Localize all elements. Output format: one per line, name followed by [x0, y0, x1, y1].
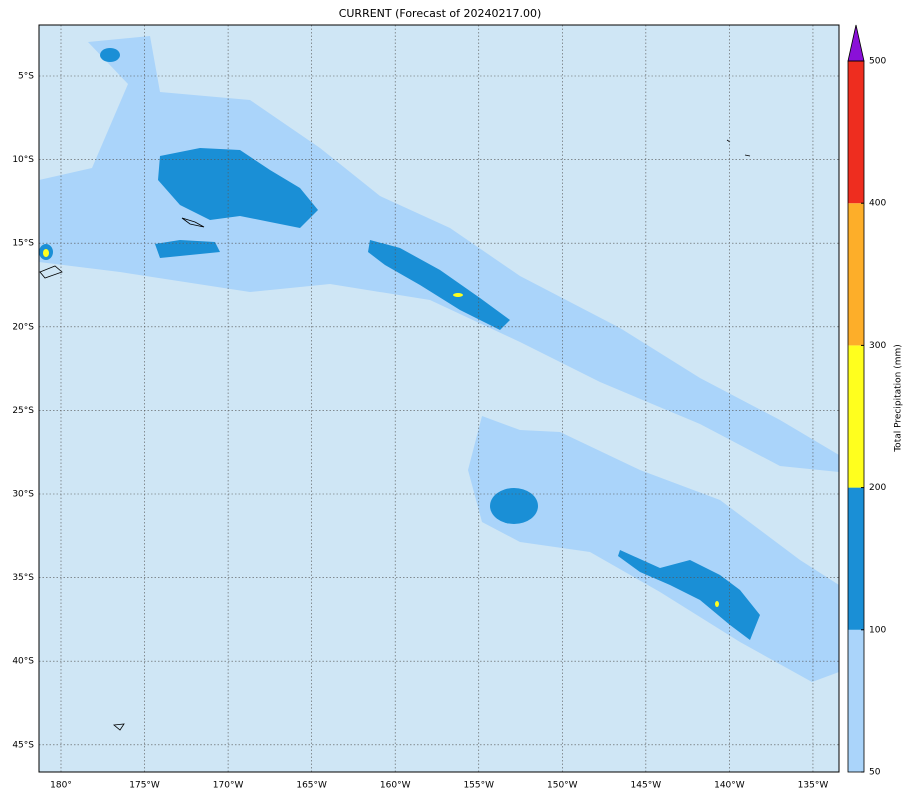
precip-high	[453, 293, 463, 297]
precip-medium	[158, 148, 318, 228]
precip-medium	[368, 240, 510, 330]
map-title: CURRENT (Forecast of 20240217.00)	[339, 7, 542, 20]
colorbar-tick-label: 50	[869, 768, 881, 778]
x-tick-label: 160°W	[380, 781, 411, 791]
x-tick-label: 180°	[50, 781, 72, 791]
y-tick-label: 10°S	[12, 155, 34, 165]
colorbar-tick-label: 400	[869, 199, 886, 209]
x-tick-label: 150°W	[547, 781, 578, 791]
x-tick-label: 145°W	[631, 781, 662, 791]
colorbar-frame	[847, 60, 865, 773]
y-tick-label: 45°S	[12, 740, 34, 750]
colorbar-segment	[848, 203, 864, 346]
colorbar-segment	[848, 345, 864, 488]
x-tick-label: 175°W	[129, 781, 160, 791]
colorbar-extend	[847, 24, 865, 62]
precip-medium	[100, 48, 120, 62]
graticule	[39, 25, 839, 772]
colorbar-label: Total Precipitation (mm)	[894, 344, 904, 453]
precip-medium	[155, 240, 220, 258]
x-tick-label: 165°W	[296, 781, 327, 791]
y-tick-label: 35°S	[12, 573, 34, 583]
colorbar-tick-label: 100	[869, 625, 886, 635]
precip-medium	[490, 488, 538, 524]
colorbar-tick-label: 200	[869, 483, 886, 493]
precip-medium	[618, 550, 760, 640]
x-tick-label: 155°W	[463, 781, 494, 791]
precip-high	[715, 601, 719, 607]
y-tick-label: 30°S	[12, 490, 34, 500]
coastline	[39, 139, 751, 731]
colorbar-segment	[848, 61, 864, 204]
map-frame	[38, 24, 840, 773]
precip-light	[39, 36, 839, 472]
y-tick-label: 40°S	[12, 657, 34, 667]
x-tick-label: 170°W	[213, 781, 244, 791]
precip-high	[43, 249, 49, 257]
colorbar-tick-label: 300	[869, 341, 886, 351]
colorbar-segment	[848, 487, 864, 630]
map-area	[38, 24, 840, 773]
y-tick-label: 20°S	[12, 322, 34, 332]
y-tick-label: 5°S	[18, 72, 34, 82]
colorbar-segment	[848, 629, 864, 772]
colorbar-tick-label: 500	[869, 57, 886, 67]
y-tick-label: 15°S	[12, 239, 34, 249]
y-tick-label: 25°S	[12, 406, 34, 416]
x-tick-label: 135°W	[798, 781, 829, 791]
x-tick-label: 140°W	[714, 781, 745, 791]
colorbar: 50 100 200 300 400 500	[847, 24, 886, 778]
